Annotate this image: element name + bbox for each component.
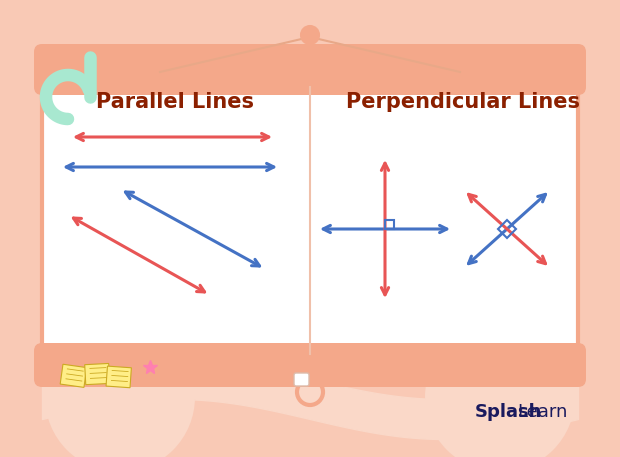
Text: Splash: Splash <box>475 403 542 421</box>
Bar <box>106 366 131 388</box>
Text: Parallel Lines: Parallel Lines <box>96 92 254 112</box>
FancyBboxPatch shape <box>294 373 309 386</box>
Circle shape <box>301 26 319 44</box>
Circle shape <box>45 322 195 457</box>
Bar <box>60 364 87 388</box>
Text: Learn: Learn <box>517 403 567 421</box>
FancyBboxPatch shape <box>34 44 586 95</box>
Circle shape <box>425 322 575 457</box>
FancyBboxPatch shape <box>42 85 578 357</box>
Bar <box>385 220 394 229</box>
Bar <box>85 363 110 385</box>
Text: Perpendicular Lines: Perpendicular Lines <box>346 92 580 112</box>
FancyBboxPatch shape <box>34 343 586 387</box>
